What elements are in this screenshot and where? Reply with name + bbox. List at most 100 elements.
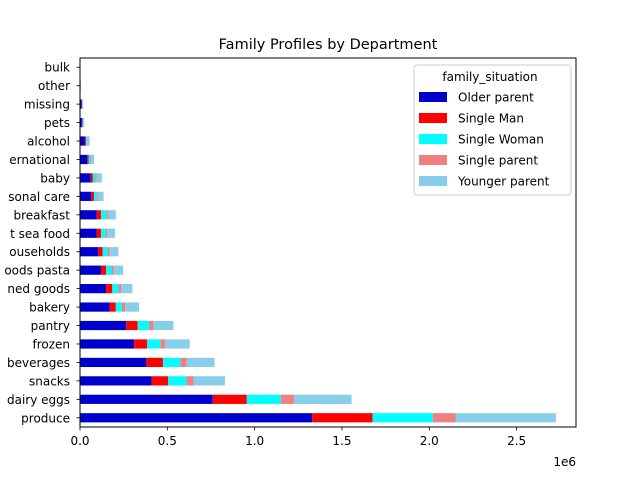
y-tick-label: ouseholds (9, 245, 70, 259)
bar-breakfast-series-2 (101, 210, 106, 219)
bar-canned-goods-series-1 (106, 284, 112, 293)
y-tick-label: dairy eggs (7, 393, 70, 407)
bar-household-series-0 (80, 247, 98, 256)
bar-produce-series-4 (455, 413, 555, 422)
bar-pets-series-2 (82, 118, 83, 127)
legend-swatch (419, 113, 447, 123)
y-tick-label: sonal care (8, 190, 70, 204)
bar-beverages-series-3 (180, 358, 186, 367)
bar-household-series-4 (110, 247, 119, 256)
bar-frozen-series-4 (165, 339, 189, 348)
bar-babies-series-1 (91, 173, 93, 182)
y-tick-label: pantry (31, 319, 70, 333)
bar-pantry-series-0 (80, 321, 126, 330)
bar-meat-sea-food-series-0 (80, 229, 97, 238)
bar-beverages-series-2 (163, 358, 180, 367)
legend-label: Single Man (458, 112, 524, 126)
bar-produce-series-0 (80, 413, 312, 422)
bar-bakery-series-0 (80, 302, 110, 311)
legend-label: Single Woman (458, 133, 544, 147)
legend-swatch (419, 134, 447, 144)
bar-international-series-1 (87, 155, 88, 164)
y-tick-label: oods pasta (4, 264, 70, 278)
bar-alcohol-series-1 (85, 136, 86, 145)
bar-household-series-3 (108, 247, 110, 256)
bar-bakery-series-4 (125, 302, 139, 311)
bar-beverages-series-1 (146, 358, 163, 367)
x-tick-label: 1.0 (245, 434, 264, 448)
bar-babies-series-3 (96, 173, 97, 182)
bar-dairy-eggs-series-4 (294, 395, 352, 404)
bar-bakery-series-3 (122, 302, 125, 311)
bar-breakfast-series-3 (106, 210, 108, 219)
bar-personal-care-series-1 (91, 192, 94, 201)
bar-breakfast-series-0 (80, 210, 97, 219)
bar-household-series-1 (98, 247, 102, 256)
bar-international-series-4 (91, 155, 94, 164)
x-tick-label: 0.0 (70, 434, 89, 448)
legend-label: Older parent (458, 91, 534, 105)
x-tick-label: 1.5 (332, 434, 351, 448)
bar-bakery-series-1 (110, 302, 116, 311)
bar-alcohol-series-0 (80, 136, 85, 145)
bar-snacks-series-1 (152, 376, 169, 385)
bar-produce-series-3 (433, 413, 456, 422)
bar-personal-care-series-2 (94, 192, 97, 201)
x-tick-label: 2.5 (507, 434, 526, 448)
legend-label: Single parent (458, 154, 538, 168)
x-tick-label: 0.5 (158, 434, 177, 448)
y-tick-label: t sea food (10, 227, 70, 241)
bar-dairy-eggs-series-2 (247, 395, 281, 404)
bar-meat-sea-food-series-2 (101, 229, 105, 238)
bar-frozen-series-3 (160, 339, 165, 348)
bar-snacks-series-2 (168, 376, 186, 385)
legend-label: Younger parent (457, 175, 550, 189)
bar-frozen-series-1 (134, 339, 147, 348)
bar-personal-care-series-0 (80, 192, 91, 201)
bar-meat-sea-food-series-3 (105, 229, 107, 238)
bar-produce-series-1 (312, 413, 372, 422)
y-tick-label: frozen (32, 337, 70, 351)
bar-personal-care-series-4 (98, 192, 104, 201)
x-axis-offset-label: 1e6 (553, 455, 576, 469)
bar-breakfast-series-1 (97, 210, 101, 219)
bar-dry-goods-pasta-series-2 (106, 266, 111, 275)
bar-dairy-eggs-series-0 (80, 395, 213, 404)
x-tick-label: 2.0 (420, 434, 439, 448)
y-tick-label: bulk (44, 61, 70, 75)
legend-swatch (419, 155, 447, 165)
bar-bakery-series-2 (116, 302, 122, 311)
y-tick-label: missing (24, 98, 70, 112)
bar-babies-series-0 (80, 173, 91, 182)
bar-alcohol-series-2 (86, 136, 87, 145)
bar-breakfast-series-4 (108, 210, 116, 219)
bar-beverages-series-0 (80, 358, 146, 367)
y-tick-label: ned goods (7, 282, 70, 296)
y-tick-label: alcohol (27, 135, 70, 149)
y-tick-label: produce (21, 411, 70, 425)
bar-missing-series-4 (82, 100, 83, 109)
bar-international-series-0 (80, 155, 87, 164)
bar-pantry-series-3 (149, 321, 153, 330)
bar-dry-goods-pasta-series-4 (114, 266, 124, 275)
y-tick-label: other (38, 79, 70, 93)
bar-canned-goods-series-0 (80, 284, 106, 293)
bar-dairy-eggs-series-1 (213, 395, 247, 404)
y-tick-label: breakfast (13, 208, 70, 222)
bar-dry-goods-pasta-series-0 (80, 266, 101, 275)
y-tick-label: beverages (7, 356, 70, 370)
bar-pets-series-1 (82, 118, 83, 127)
y-tick-label: baby (40, 171, 70, 185)
y-tick-label: bakery (29, 301, 70, 315)
bar-dry-goods-pasta-series-1 (101, 266, 106, 275)
bar-international-series-3 (90, 155, 91, 164)
legend-swatch (419, 176, 447, 186)
bar-meat-sea-food-series-4 (107, 229, 115, 238)
bar-dry-goods-pasta-series-3 (111, 266, 113, 275)
bar-international-series-2 (89, 155, 91, 164)
y-tick-label: ernational (9, 153, 70, 167)
